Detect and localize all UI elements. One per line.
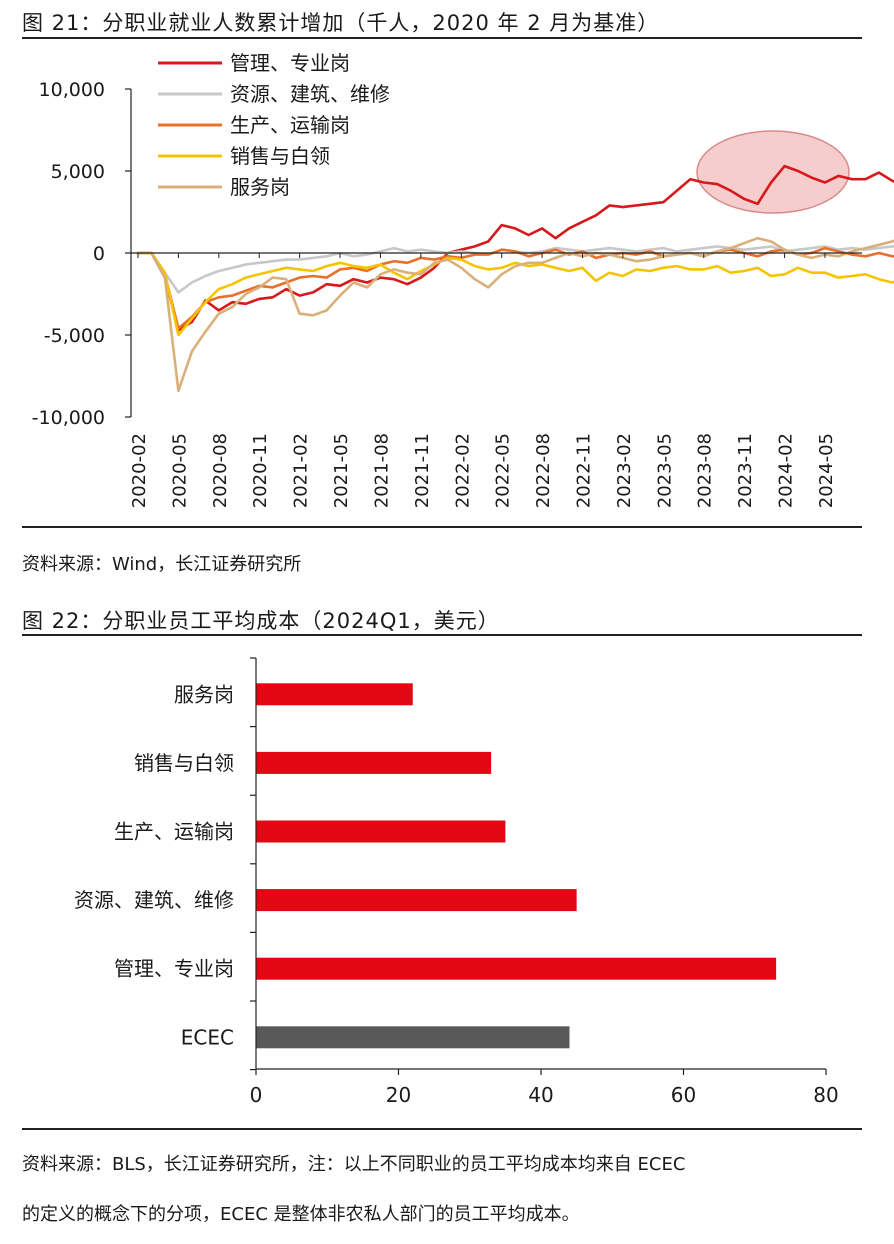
legend-label: 资源、建筑、维修 — [230, 82, 390, 106]
bar-x-tick-label: 40 — [528, 1083, 553, 1107]
figure-22-note-line-2: 的定义的概念下的分项，ECEC 是整体非农私人部门的员工平均成本。 — [22, 1204, 580, 1225]
x-tick-label: 2021-05 — [331, 433, 352, 508]
category-label: 资源、建筑、维修 — [74, 888, 234, 912]
y-tick-label: -10,000 — [32, 407, 105, 429]
x-tick-label: 2022-08 — [533, 433, 554, 508]
x-tick-label: 2020-05 — [169, 433, 190, 508]
x-tick-label: 2024-02 — [776, 433, 797, 508]
bar-ecec — [256, 1026, 570, 1049]
category-label: 管理、专业岗 — [114, 957, 234, 981]
category-label: 销售与白领 — [134, 751, 234, 775]
y-tick-label: 5,000 — [51, 161, 105, 183]
x-tick-label: 2021-08 — [371, 433, 392, 508]
bar-4 — [256, 957, 777, 980]
bar-1 — [256, 751, 492, 774]
bar-x-tick-label: 0 — [250, 1083, 263, 1107]
bar-3 — [256, 889, 577, 912]
series-line-resource — [136, 244, 894, 294]
x-tick-label: 2022-02 — [452, 433, 473, 508]
x-tick-label: 2021-02 — [291, 433, 312, 508]
figure-21-title: 图 21：分职业就业人数累计增加（千人，2020 年 2 月为基准） — [22, 11, 660, 35]
figure-21-bottom-rule — [22, 526, 862, 528]
x-tick-label: 2023-05 — [654, 433, 675, 508]
x-tick-label: 2024-05 — [816, 433, 837, 508]
highlight-ellipse — [696, 130, 850, 214]
legend-label: 管理、专业岗 — [230, 51, 350, 75]
x-tick-label: 2023-02 — [614, 433, 635, 508]
y-tick-label: -5,000 — [44, 325, 105, 347]
x-tick-label: 2020-02 — [129, 433, 150, 508]
x-tick-label: 2021-11 — [412, 433, 433, 508]
figure-21-source: 资料来源：Wind，长江证券研究所 — [22, 554, 302, 575]
x-tick-label: 2022-05 — [493, 433, 514, 508]
category-label: ECEC — [181, 1025, 234, 1049]
legend-label: 服务岗 — [230, 175, 290, 199]
figure-22-note-line-1: 资料来源：BLS，长江证券研究所，注：以上不同职业的员工平均成本均来自 ECEC — [22, 1154, 686, 1175]
x-tick-label: 2023-08 — [695, 433, 716, 508]
figure-22-bottom-rule — [22, 1128, 862, 1130]
series-line-production — [136, 246, 894, 330]
y-tick-label: 10,000 — [39, 79, 105, 101]
x-tick-label: 2023-11 — [735, 433, 756, 508]
bar-x-tick-label: 80 — [813, 1083, 838, 1107]
category-label: 服务岗 — [174, 682, 234, 706]
legend-label: 生产、运输岗 — [230, 113, 350, 137]
figure-22-title: 图 22：分职业员工平均成本（2024Q1，美元） — [22, 609, 500, 633]
series-line-mgmt — [136, 164, 894, 332]
legend-label: 销售与白领 — [230, 144, 330, 168]
line-chart: 10,000 5,000 0 -5,000 -10,000 2020-02 2020-05 2… — [32, 51, 894, 508]
series-line-service — [136, 236, 894, 393]
y-tick-label: 0 — [93, 243, 105, 265]
bar-2 — [256, 820, 506, 843]
bar-x-tick-label: 20 — [386, 1083, 411, 1107]
category-label: 生产、运输岗 — [114, 820, 234, 844]
bar-x-tick-label: 60 — [671, 1083, 696, 1107]
x-tick-label: 2020-11 — [250, 433, 271, 508]
x-tick-label: 2020-08 — [210, 433, 231, 508]
x-tick-label: 2022-11 — [574, 433, 595, 508]
bar-0 — [256, 683, 413, 706]
figure-21-top-rule — [22, 37, 862, 39]
figure-22-top-rule — [22, 634, 862, 636]
